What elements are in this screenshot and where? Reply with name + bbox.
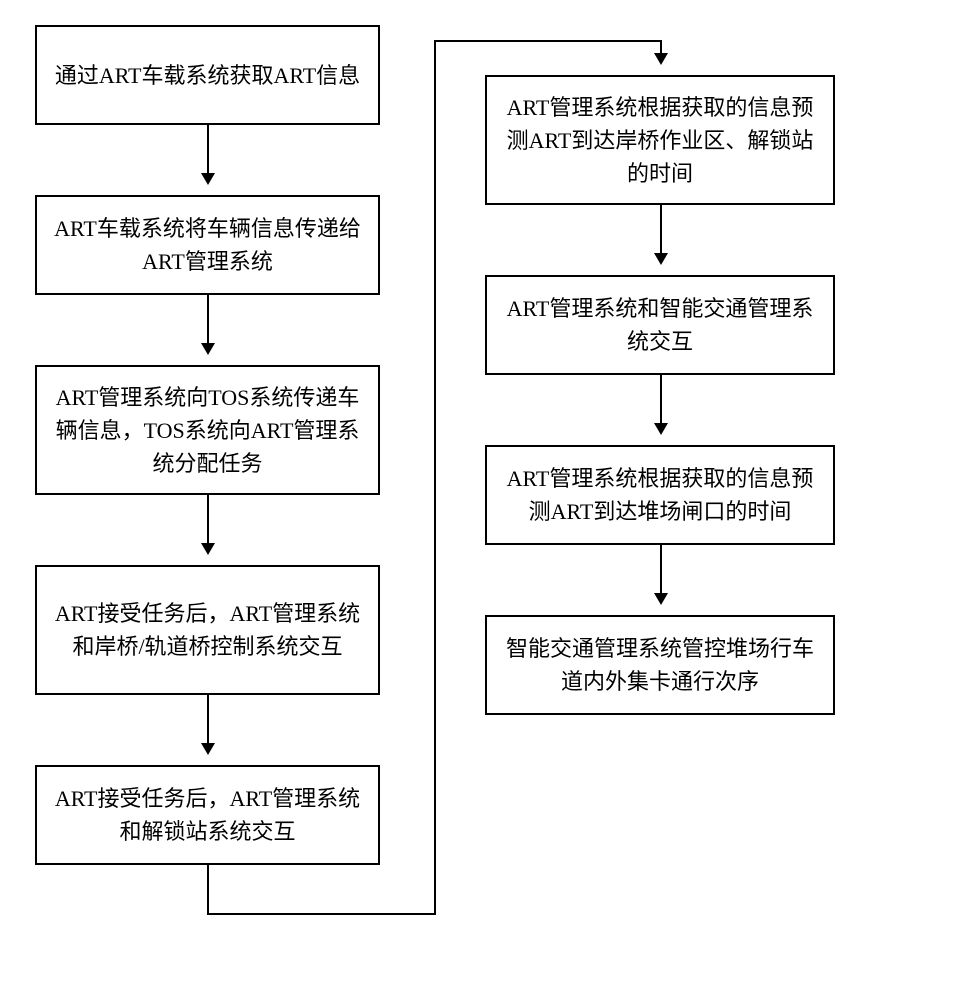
node-4: ART接受任务后，ART管理系统和岸桥/轨道桥控制系统交互: [35, 565, 380, 695]
node-7: ART管理系统和智能交通管理系统交互: [485, 275, 835, 375]
node-1-label: 通过ART车载系统获取ART信息: [55, 59, 360, 92]
node-6: ART管理系统根据获取的信息预测ART到达岸桥作业区、解锁站的时间: [485, 75, 835, 205]
arrow-7-8: [660, 375, 662, 433]
node-2: ART车载系统将车辆信息传递给ART管理系统: [35, 195, 380, 295]
connector-5-right: [207, 913, 435, 915]
node-9-label: 智能交通管理系统管控堆场行车道内外集卡通行次序: [499, 632, 821, 698]
arrow-4-5: [207, 695, 209, 753]
connector-to-6: [434, 40, 660, 42]
node-7-label: ART管理系统和智能交通管理系统交互: [499, 292, 821, 358]
node-2-label: ART车载系统将车辆信息传递给ART管理系统: [49, 212, 366, 278]
node-9: 智能交通管理系统管控堆场行车道内外集卡通行次序: [485, 615, 835, 715]
arrow-8-9: [660, 545, 662, 603]
arrow-into-6: [660, 40, 662, 63]
arrow-6-7: [660, 205, 662, 263]
node-8-label: ART管理系统根据获取的信息预测ART到达堆场闸口的时间: [499, 462, 821, 528]
connector-5-down: [207, 865, 209, 915]
arrow-3-4: [207, 495, 209, 553]
node-3-label: ART管理系统向TOS系统传递车辆信息，TOS系统向ART管理系统分配任务: [49, 381, 366, 480]
node-5-label: ART接受任务后，ART管理系统和解锁站系统交互: [49, 782, 366, 848]
node-6-label: ART管理系统根据获取的信息预测ART到达岸桥作业区、解锁站的时间: [499, 91, 821, 190]
node-5: ART接受任务后，ART管理系统和解锁站系统交互: [35, 765, 380, 865]
node-1: 通过ART车载系统获取ART信息: [35, 25, 380, 125]
connector-5-up: [434, 40, 436, 915]
node-4-label: ART接受任务后，ART管理系统和岸桥/轨道桥控制系统交互: [49, 597, 366, 663]
node-3: ART管理系统向TOS系统传递车辆信息，TOS系统向ART管理系统分配任务: [35, 365, 380, 495]
node-8: ART管理系统根据获取的信息预测ART到达堆场闸口的时间: [485, 445, 835, 545]
flowchart-container: 通过ART车载系统获取ART信息 ART车载系统将车辆信息传递给ART管理系统 …: [0, 0, 961, 1000]
arrow-2-3: [207, 295, 209, 353]
arrow-1-2: [207, 125, 209, 183]
